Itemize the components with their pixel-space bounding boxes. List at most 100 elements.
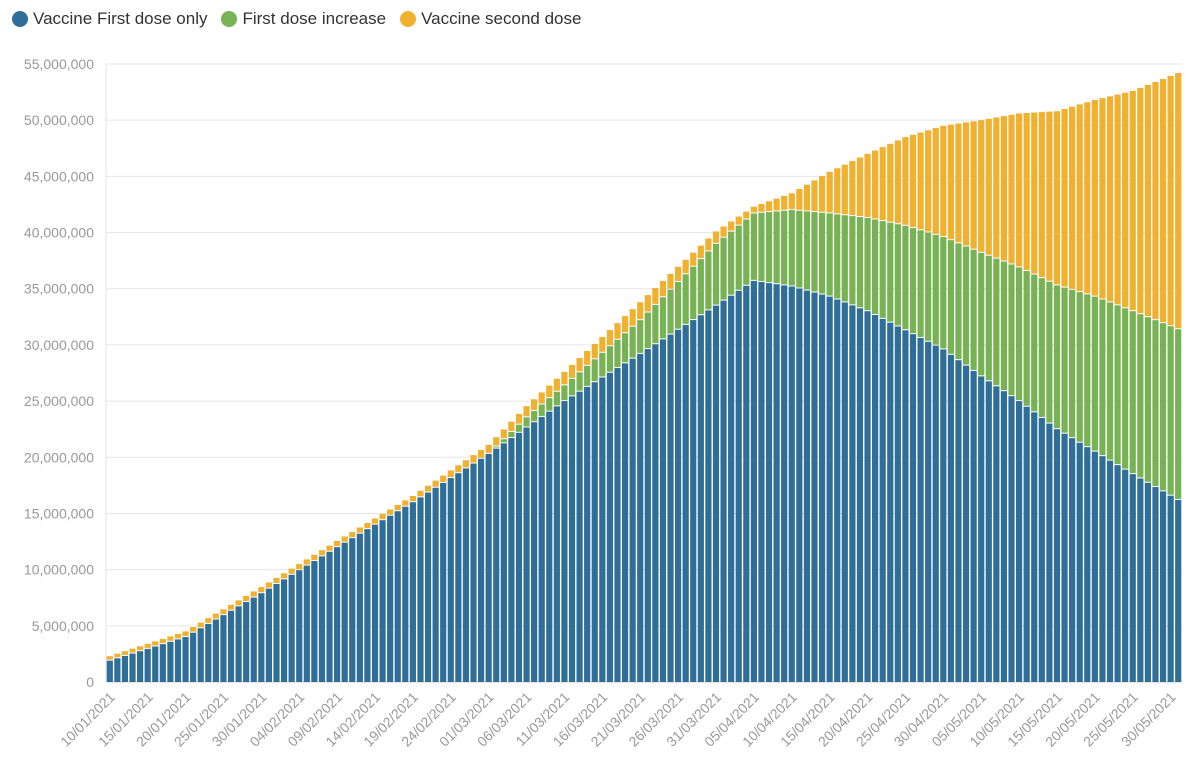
- bar-first-dose-only[interactable]: [1106, 460, 1114, 682]
- bar-second-dose[interactable]: [1106, 96, 1114, 302]
- bar-first-dose-increase[interactable]: [902, 225, 909, 330]
- bar-second-dose[interactable]: [106, 656, 113, 660]
- bar-second-dose[interactable]: [349, 531, 356, 538]
- bar-first-dose-only[interactable]: [932, 345, 939, 682]
- bar-second-dose[interactable]: [781, 195, 788, 210]
- bar-first-dose-only[interactable]: [940, 349, 947, 682]
- bar-first-dose-increase[interactable]: [621, 333, 629, 363]
- bar-second-dose[interactable]: [1137, 87, 1144, 314]
- bar-first-dose-only[interactable]: [667, 334, 674, 682]
- bar-first-dose-only[interactable]: [174, 639, 182, 682]
- bar-first-dose-increase[interactable]: [584, 365, 591, 386]
- bar-first-dose-increase[interactable]: [909, 228, 917, 334]
- bar-second-dose[interactable]: [265, 582, 273, 588]
- bar-first-dose-only[interactable]: [599, 377, 606, 682]
- bar-first-dose-increase[interactable]: [841, 215, 848, 302]
- bar-second-dose[interactable]: [280, 573, 288, 579]
- bar-first-dose-only[interactable]: [205, 623, 212, 682]
- bar-second-dose[interactable]: [591, 344, 598, 359]
- bar-second-dose[interactable]: [174, 633, 182, 639]
- bar-first-dose-increase[interactable]: [1061, 287, 1068, 433]
- bar-first-dose-only[interactable]: [273, 584, 280, 682]
- bar-second-dose[interactable]: [500, 429, 507, 439]
- bar-second-dose[interactable]: [227, 604, 235, 610]
- bar-first-dose-only[interactable]: [341, 542, 348, 682]
- bar-first-dose-only[interactable]: [955, 360, 962, 682]
- bar-first-dose-increase[interactable]: [773, 211, 780, 284]
- bar-first-dose-only[interactable]: [970, 370, 977, 682]
- bar-first-dose-only[interactable]: [781, 285, 788, 682]
- bar-first-dose-increase[interactable]: [955, 243, 962, 360]
- bar-first-dose-increase[interactable]: [1008, 264, 1015, 396]
- bar-second-dose[interactable]: [887, 143, 894, 222]
- bar-first-dose-only[interactable]: [470, 463, 477, 682]
- bar-first-dose-increase[interactable]: [690, 266, 697, 320]
- bar-first-dose-increase[interactable]: [1031, 274, 1038, 412]
- bar-first-dose-only[interactable]: [1046, 423, 1053, 682]
- bar-first-dose-increase[interactable]: [1137, 314, 1144, 478]
- bar-first-dose-only[interactable]: [925, 341, 932, 682]
- bar-second-dose[interactable]: [470, 455, 477, 463]
- bar-first-dose-only[interactable]: [1000, 391, 1008, 682]
- bar-first-dose-only[interactable]: [887, 322, 894, 682]
- bar-first-dose-increase[interactable]: [591, 359, 598, 382]
- bar-first-dose-only[interactable]: [561, 401, 568, 682]
- bar-first-dose-only[interactable]: [947, 354, 954, 682]
- bar-second-dose[interactable]: [114, 653, 121, 658]
- bar-first-dose-increase[interactable]: [788, 210, 795, 286]
- bar-first-dose-only[interactable]: [788, 286, 795, 682]
- bar-first-dose-increase[interactable]: [644, 312, 651, 349]
- bar-second-dose[interactable]: [432, 480, 439, 487]
- bar-first-dose-only[interactable]: [508, 438, 515, 682]
- bar-second-dose[interactable]: [424, 485, 432, 492]
- bar-first-dose-increase[interactable]: [750, 213, 757, 280]
- bar-second-dose[interactable]: [1144, 84, 1151, 317]
- bar-first-dose-increase[interactable]: [856, 217, 864, 308]
- bar-first-dose-only[interactable]: [614, 368, 621, 682]
- bar-first-dose-only[interactable]: [644, 349, 651, 682]
- bar-second-dose[interactable]: [243, 595, 250, 601]
- bar-second-dose[interactable]: [773, 198, 780, 211]
- bar-second-dose[interactable]: [1114, 94, 1121, 305]
- bar-first-dose-only[interactable]: [917, 337, 924, 682]
- bar-first-dose-only[interactable]: [1167, 495, 1174, 682]
- bar-first-dose-only[interactable]: [1053, 429, 1061, 682]
- bar-second-dose[interactable]: [394, 504, 401, 511]
- bar-first-dose-increase[interactable]: [1084, 294, 1091, 447]
- bar-first-dose-increase[interactable]: [531, 410, 538, 422]
- bar-second-dose[interactable]: [788, 193, 795, 210]
- bar-first-dose-increase[interactable]: [894, 224, 901, 326]
- bar-second-dose[interactable]: [1091, 99, 1098, 296]
- bar-first-dose-increase[interactable]: [508, 431, 515, 438]
- bar-second-dose[interactable]: [311, 554, 318, 560]
- bar-first-dose-only[interactable]: [129, 653, 136, 682]
- bar-first-dose-only[interactable]: [515, 432, 523, 682]
- bar-second-dose[interactable]: [743, 211, 750, 219]
- bar-second-dose[interactable]: [1008, 114, 1015, 264]
- bar-first-dose-only[interactable]: [455, 473, 462, 682]
- bar-first-dose-increase[interactable]: [1129, 311, 1136, 474]
- bar-second-dose[interactable]: [402, 500, 409, 506]
- bar-second-dose[interactable]: [1031, 112, 1038, 274]
- bar-first-dose-only[interactable]: [811, 292, 818, 682]
- bar-first-dose-increase[interactable]: [515, 424, 523, 432]
- bar-second-dose[interactable]: [440, 475, 447, 482]
- bar-first-dose-increase[interactable]: [561, 385, 568, 401]
- bar-first-dose-only[interactable]: [220, 615, 227, 682]
- bar-first-dose-only[interactable]: [743, 285, 750, 682]
- bar-second-dose[interactable]: [811, 180, 818, 212]
- bar-second-dose[interactable]: [515, 413, 523, 424]
- bar-first-dose-only[interactable]: [606, 372, 613, 682]
- bar-second-dose[interactable]: [538, 392, 545, 404]
- bar-first-dose-only[interactable]: [280, 579, 288, 682]
- bar-first-dose-only[interactable]: [697, 315, 704, 682]
- bar-first-dose-only[interactable]: [371, 524, 379, 682]
- bar-first-dose-only[interactable]: [447, 478, 454, 682]
- bar-second-dose[interactable]: [1016, 113, 1023, 267]
- bar-second-dose[interactable]: [735, 216, 742, 225]
- bar-second-dose[interactable]: [546, 385, 553, 398]
- bar-second-dose[interactable]: [962, 122, 970, 246]
- bar-second-dose[interactable]: [985, 118, 992, 255]
- bar-first-dose-increase[interactable]: [705, 251, 712, 310]
- bar-first-dose-only[interactable]: [1076, 442, 1083, 682]
